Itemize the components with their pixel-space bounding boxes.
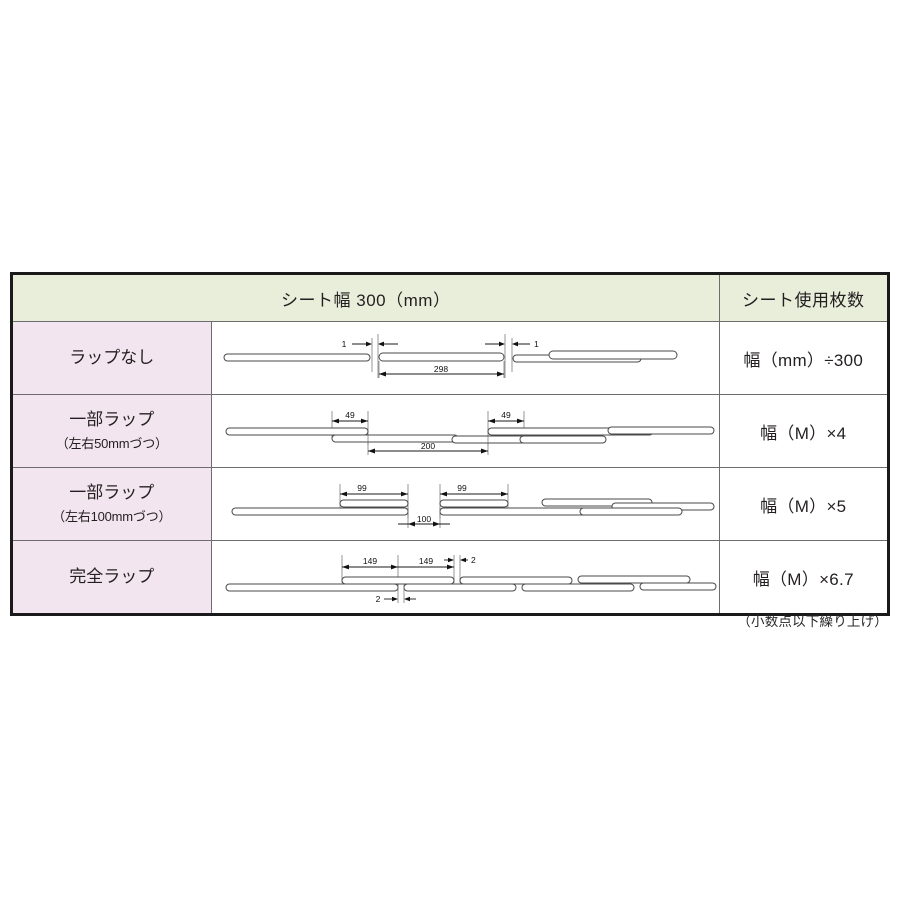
dim-right-overlap: 99 — [457, 483, 467, 493]
table-header-row: シート幅 300（mm） シート使用枚数 — [13, 275, 888, 322]
row-diagram-partial-50: 49 49 — [210, 394, 720, 468]
dim-right-overlap: 49 — [501, 410, 511, 420]
row-label-text: 一部ラップ — [69, 410, 155, 430]
table-row: 一部ラップ （左右100mmづつ） 99 — [13, 467, 888, 541]
dim-top-gap: 2 — [471, 555, 476, 565]
dim-sheet-width: 298 — [433, 364, 447, 374]
row-count-partial-100: 幅（M）×5 — [718, 467, 888, 541]
row-label-partial-100: 一部ラップ （左右100mmづつ） — [13, 467, 212, 541]
dim-left-overlap: 149 — [362, 556, 376, 566]
row-label-no-wrap: ラップなし — [13, 321, 212, 395]
dim-left-overlap: 49 — [345, 410, 355, 420]
footnote: （小数点以下繰り上げ） — [737, 614, 888, 629]
diagram-svg-partial-50: 49 49 — [225, 410, 714, 455]
dim-left-overlap: 99 — [357, 483, 367, 493]
dim-exposed-width: 200 — [420, 441, 434, 451]
table-row: ラップなし 1 — [13, 321, 888, 395]
dim-left-gap: 1 — [341, 339, 346, 349]
diagram-svg-partial-100: 99 99 — [231, 483, 714, 528]
row-label-text: ラップなし — [69, 347, 155, 367]
row-sublabel-text: （左右50mmづつ） — [55, 435, 168, 451]
diagram-svg-full-wrap: 149 149 2 — [225, 555, 716, 604]
row-diagram-no-wrap: 1 1 — [210, 321, 720, 395]
row-count-full-wrap: 幅（M）×6.7 — [718, 540, 888, 613]
row-diagram-partial-100: 99 99 — [210, 467, 720, 541]
dim-bottom-gap: 2 — [375, 594, 380, 604]
row-count-no-wrap: 幅（mm）÷300 — [718, 321, 888, 395]
row-sublabel-text: （左右100mmづつ） — [52, 508, 172, 524]
row-count-partial-50: 幅（M）×4 — [718, 394, 888, 468]
row-label-partial-50: 一部ラップ （左右50mmづつ） — [13, 394, 212, 468]
table: シート幅 300（mm） シート使用枚数 ラップなし — [13, 275, 888, 613]
row-label-text: 一部ラップ — [69, 483, 155, 503]
header-count-title: シート使用枚数 — [718, 275, 888, 322]
dim-right-gap: 1 — [534, 339, 539, 349]
sheet-usage-table: シート幅 300（mm） シート使用枚数 ラップなし — [10, 272, 890, 616]
row-label-text: 完全ラップ — [69, 566, 155, 586]
dim-right-overlap: 149 — [418, 556, 432, 566]
dim-exposed-width: 100 — [416, 514, 430, 524]
table-row: 一部ラップ （左右50mmづつ） 49 — [13, 394, 888, 468]
header-diagram-title: シート幅 300（mm） — [13, 275, 720, 322]
table-row: 完全ラップ 149 149 — [13, 540, 888, 613]
row-diagram-full-wrap: 149 149 2 — [210, 540, 720, 613]
diagram-svg-no-wrap: 1 1 — [223, 334, 677, 378]
row-label-full-wrap: 完全ラップ — [13, 540, 212, 613]
